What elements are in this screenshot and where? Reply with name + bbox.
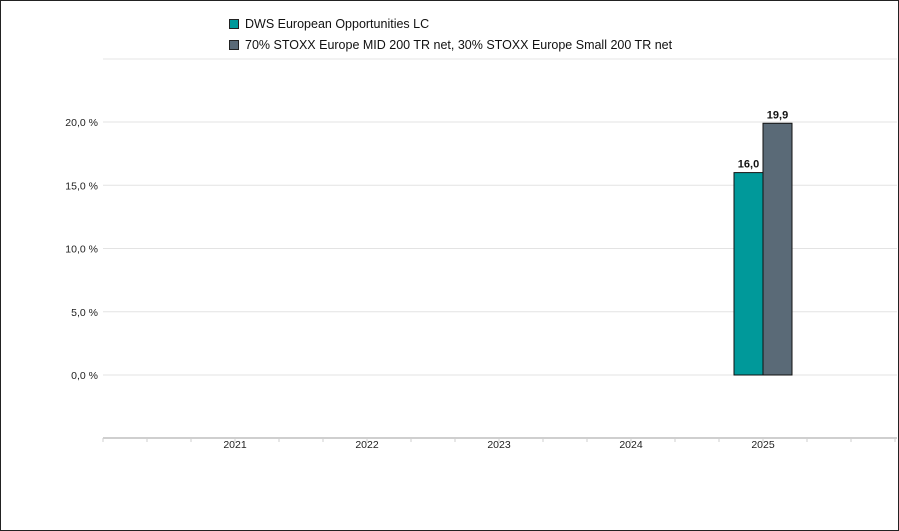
data-label: 16,0 <box>738 159 759 171</box>
chart-legend: DWS European Opportunities LC 70% STOXX … <box>229 13 672 55</box>
x-tick-label: 2021 <box>223 439 247 451</box>
y-tick-label: 20,0 % <box>65 117 98 129</box>
y-tick-label: 0,0 % <box>71 370 98 382</box>
legend-swatch-fund <box>229 18 239 29</box>
x-tick-label: 2022 <box>355 439 379 451</box>
y-tick-label: 15,0 % <box>65 180 98 192</box>
bar <box>733 172 764 376</box>
legend-label-benchmark: 70% STOXX Europe MID 200 TR net, 30% STO… <box>245 37 673 52</box>
y-tick-label: 10,0 % <box>65 244 98 256</box>
legend-item-fund: DWS European Opportunities LC <box>229 13 672 34</box>
legend-label-fund: DWS European Opportunities LC <box>245 16 430 31</box>
bar <box>762 122 793 376</box>
y-tick-label: 5,0 % <box>71 307 98 319</box>
data-label: 19,9 <box>767 109 788 121</box>
x-tick-label: 2024 <box>619 439 643 451</box>
x-tick-label: 2023 <box>487 439 511 451</box>
legend-swatch-benchmark <box>229 39 239 50</box>
legend-item-benchmark: 70% STOXX Europe MID 200 TR net, 30% STO… <box>229 34 672 55</box>
x-tick-label: 2025 <box>751 439 775 451</box>
